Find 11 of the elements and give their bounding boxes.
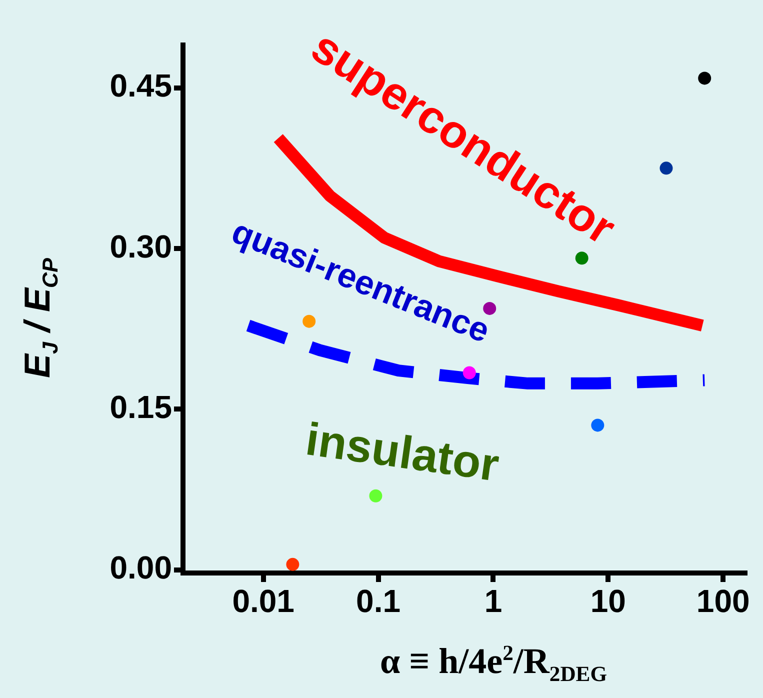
x-tick-label: 1 [484,583,502,620]
x-tick-label: 10 [590,583,626,620]
annotation: insulator [302,412,502,491]
x-tick-label: 0.1 [356,583,401,620]
y-tick-label: 0.45 [110,68,172,104]
y-tick-label: 0.30 [110,228,172,264]
y-tick-label: 0.15 [110,388,172,425]
x-tick-label: 100 [696,583,750,620]
x-axis-title: α ≡ h/4e$^{2}$/R$_{2DEG}$ [380,640,607,688]
x-tick-label: 0.01 [232,583,294,620]
y-tick-label: 0.00 [110,550,172,586]
